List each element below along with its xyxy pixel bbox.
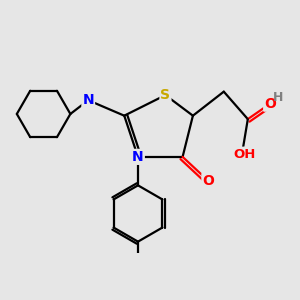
Text: OH: OH	[233, 148, 256, 160]
Text: N: N	[82, 93, 94, 107]
Text: S: S	[160, 88, 170, 102]
Text: N: N	[132, 150, 144, 164]
Text: O: O	[202, 174, 214, 188]
Text: O: O	[264, 97, 276, 111]
Text: H: H	[272, 91, 283, 104]
